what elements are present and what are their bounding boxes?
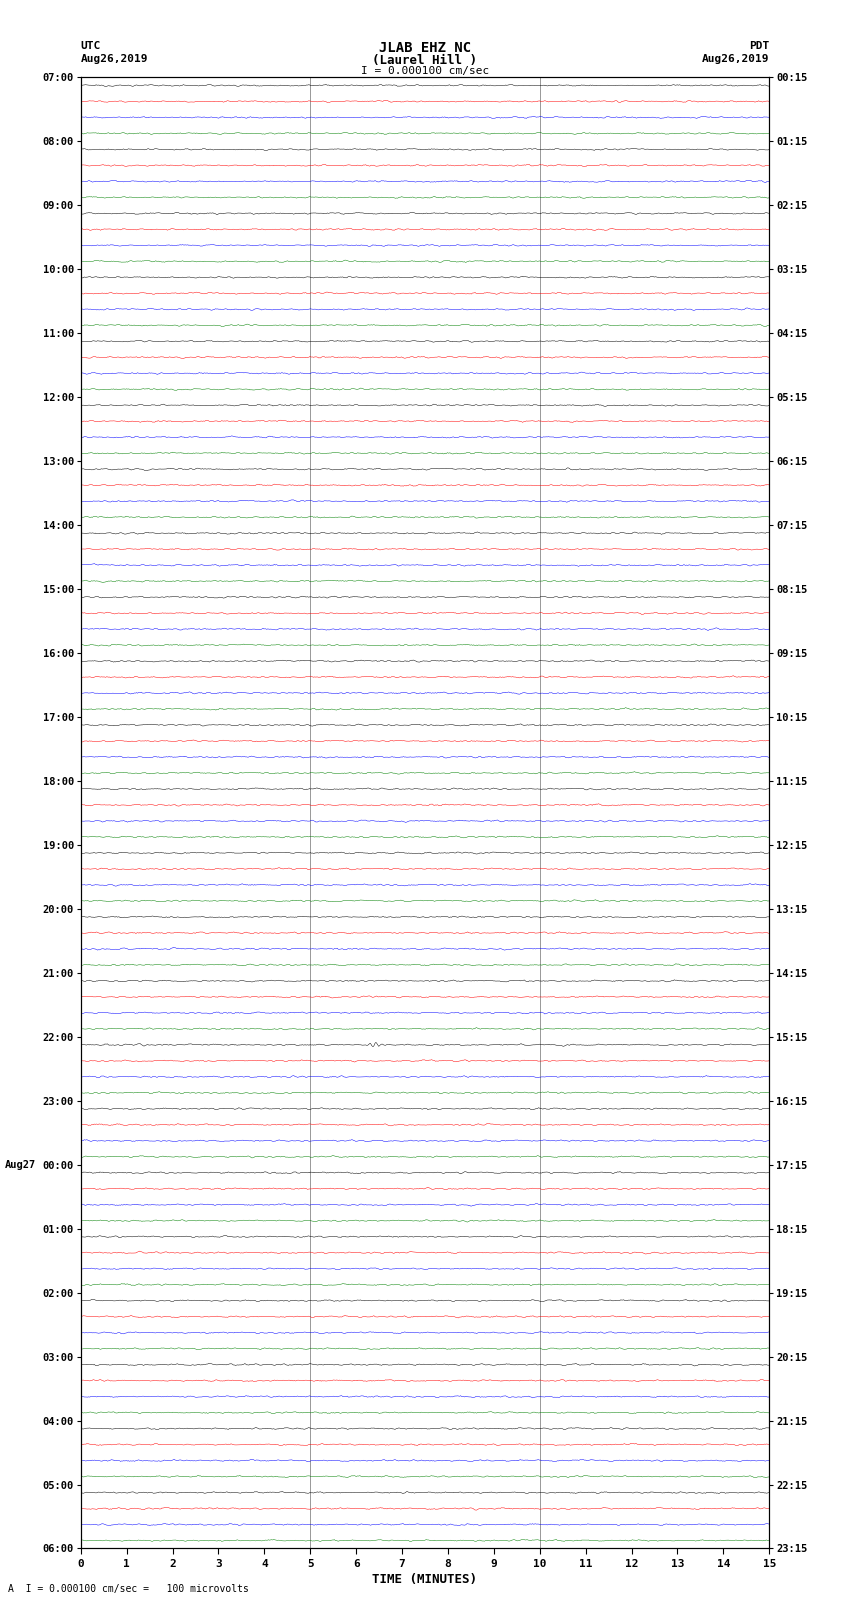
Text: I = 0.000100 cm/sec: I = 0.000100 cm/sec xyxy=(361,66,489,76)
Text: JLAB EHZ NC: JLAB EHZ NC xyxy=(379,40,471,55)
Text: A  I = 0.000100 cm/sec =   100 microvolts: A I = 0.000100 cm/sec = 100 microvolts xyxy=(8,1584,249,1594)
Text: Aug26,2019: Aug26,2019 xyxy=(81,53,148,65)
Text: UTC: UTC xyxy=(81,40,101,52)
Text: PDT: PDT xyxy=(749,40,769,52)
Text: (Laurel Hill ): (Laurel Hill ) xyxy=(372,53,478,68)
Text: Aug26,2019: Aug26,2019 xyxy=(702,53,769,65)
X-axis label: TIME (MINUTES): TIME (MINUTES) xyxy=(372,1573,478,1586)
Text: Aug27: Aug27 xyxy=(5,1160,36,1169)
